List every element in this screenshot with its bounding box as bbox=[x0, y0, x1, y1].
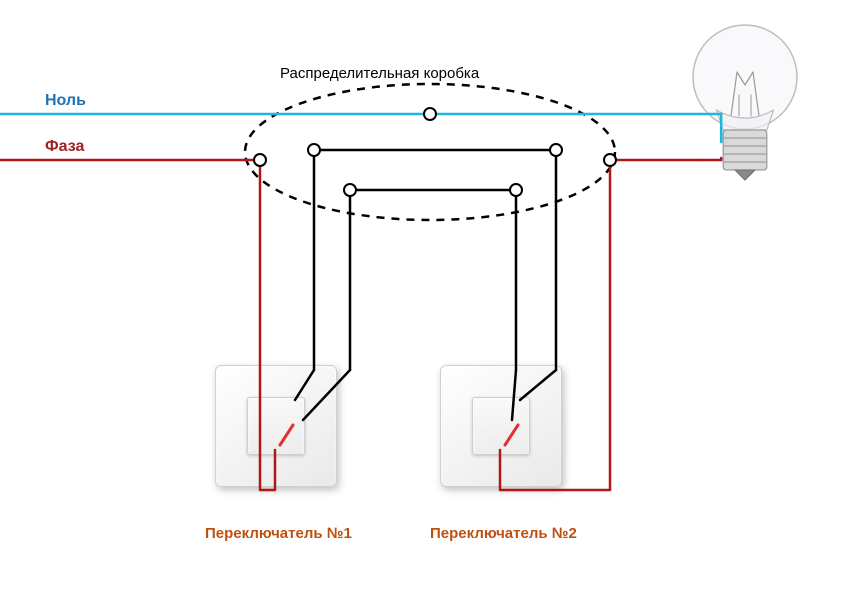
phase-label: Фаза bbox=[45, 138, 84, 156]
junction-box-label: Распределительная коробка bbox=[280, 65, 479, 82]
wiring-diagram bbox=[0, 0, 845, 589]
switch-2-label: Переключатель №2 bbox=[430, 525, 577, 542]
switch-1-label: Переключатель №1 bbox=[205, 525, 352, 542]
neutral-label: Ноль bbox=[45, 92, 86, 110]
